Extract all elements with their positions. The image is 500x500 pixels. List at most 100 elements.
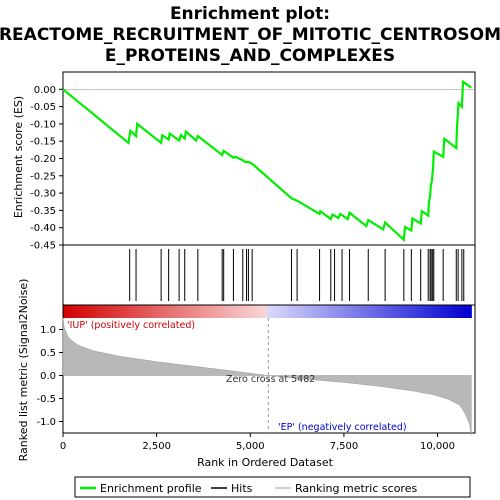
color-bar-segment xyxy=(324,305,329,318)
color-bar-segment xyxy=(406,305,411,318)
es-y-tick-label: -0.40 xyxy=(30,223,56,234)
color-bar-segment xyxy=(195,305,200,318)
color-bar-segment xyxy=(107,305,112,318)
color-bar-segment xyxy=(365,305,370,318)
color-bar-segment xyxy=(212,305,217,318)
color-bar-segment xyxy=(63,305,68,318)
color-bar-segment xyxy=(273,305,278,318)
metric-y-tick-label: 0.5 xyxy=(40,348,56,359)
legend-box xyxy=(74,476,471,498)
color-bar-segment xyxy=(239,305,244,318)
color-bar-segment xyxy=(457,305,462,318)
color-bar-segment xyxy=(450,305,455,318)
color-bar-segment xyxy=(413,305,418,318)
es-y-tick-label: -0.45 xyxy=(30,241,56,252)
iup-annotation: 'IUP' (positively correlated) xyxy=(67,320,195,331)
color-bar-segment xyxy=(250,305,255,318)
color-bar-segment xyxy=(321,305,326,318)
color-bar-segment xyxy=(151,305,156,318)
es-panel-frame xyxy=(62,71,476,246)
color-bar-segment xyxy=(263,305,268,318)
es-y-tick-label: -0.20 xyxy=(30,154,56,165)
x-axis-label: Rank in Ordered Dataset xyxy=(197,456,334,469)
color-bar-segment xyxy=(403,305,408,318)
color-bar-segment xyxy=(386,305,391,318)
color-bar-segment xyxy=(284,305,289,318)
color-bar-segment xyxy=(301,305,306,318)
color-bar-segment xyxy=(117,305,122,318)
color-bar-segment xyxy=(280,305,285,318)
color-bar-segment xyxy=(416,305,421,318)
es-y-tick-label: 0.00 xyxy=(34,85,56,96)
enrichment-profile-line xyxy=(62,79,472,243)
color-bar-segment xyxy=(399,305,404,318)
color-bar-segment xyxy=(114,305,119,318)
color-bar-segment xyxy=(338,305,343,318)
color-bar-segment xyxy=(297,305,302,318)
color-bar-segment xyxy=(66,305,71,318)
color-bar-segment xyxy=(86,305,91,318)
color-bar-segment xyxy=(307,305,312,318)
color-bar-segment xyxy=(410,305,415,318)
es-y-ticks: 0.00 -0.05 -0.10 -0.15 -0.20 -0.25 -0.30 -0.35 -… xyxy=(30,85,63,252)
color-bar-segment xyxy=(154,305,159,318)
zero-cross-annotation: Zero cross at 5482 xyxy=(226,374,315,385)
color-bar-segment xyxy=(270,305,275,318)
color-bar-segment xyxy=(355,305,360,318)
color-bar-segment xyxy=(100,305,105,318)
color-bar-segment xyxy=(393,305,398,318)
ep-annotation: 'EP' (negatively correlated) xyxy=(278,422,407,433)
color-bar-segment xyxy=(90,305,95,318)
color-bar-segment xyxy=(318,305,323,318)
legend-hits-label: Hits xyxy=(231,482,253,495)
color-bar-segment xyxy=(171,305,176,318)
color-bar-segment xyxy=(199,305,204,318)
x-tick-label: 7,500 xyxy=(330,441,359,452)
color-bar-segment xyxy=(188,305,193,318)
color-bar-segment xyxy=(379,305,384,318)
color-bar-segment xyxy=(205,305,210,318)
color-bar-segment xyxy=(110,305,115,318)
color-bar-segment xyxy=(168,305,173,318)
color-bar-segment xyxy=(137,305,142,318)
ranking-metric-area xyxy=(62,317,472,436)
color-bar-segment xyxy=(348,305,353,318)
color-bar-segment xyxy=(103,305,108,318)
x-tick-label: 5,000 xyxy=(236,441,265,452)
color-bar-segment xyxy=(236,305,241,318)
color-bar-segment xyxy=(243,305,248,318)
color-bar-segment xyxy=(144,305,149,318)
color-bar-segment xyxy=(256,305,261,318)
color-bar-segment xyxy=(437,305,442,318)
color-bar-segment xyxy=(430,305,435,318)
color-bar-segment xyxy=(202,305,207,318)
color-bar-segment xyxy=(447,305,452,318)
metric-y-tick-label: 0.0 xyxy=(40,371,56,382)
color-bar-segment xyxy=(461,305,466,318)
color-bar-segment xyxy=(229,305,234,318)
color-bar-segment xyxy=(161,305,166,318)
title-line-3: E_PROTEINS_AND_COMPLEXES xyxy=(105,46,395,66)
color-bar-segment xyxy=(440,305,445,318)
title-line-2: REACTOME_RECRUITMENT_OF_MITOTIC_CENTROSO… xyxy=(0,25,500,45)
legend-metric-label: Ranking metric scores xyxy=(295,482,417,495)
color-bar-segment xyxy=(124,305,129,318)
hit-lines xyxy=(129,249,465,301)
color-bar-segment xyxy=(433,305,438,318)
color-bar-segment xyxy=(127,305,132,318)
color-bar-segment xyxy=(178,305,183,318)
color-bar-segment xyxy=(294,305,299,318)
color-bar-segment xyxy=(304,305,309,318)
metric-y-tick-label: 1.0 xyxy=(40,325,56,336)
color-bar-segment xyxy=(335,305,340,318)
color-bar-segment xyxy=(141,305,146,318)
hits-panel-frame xyxy=(62,244,476,306)
color-bar-segment xyxy=(185,305,190,318)
hits-panel xyxy=(62,244,476,306)
color-bar-segment xyxy=(352,305,357,318)
color-bar-segment xyxy=(233,305,238,318)
color-bar-segment xyxy=(69,305,74,318)
x-tick-label: 2,500 xyxy=(142,441,171,452)
color-bar-segment xyxy=(464,305,469,318)
